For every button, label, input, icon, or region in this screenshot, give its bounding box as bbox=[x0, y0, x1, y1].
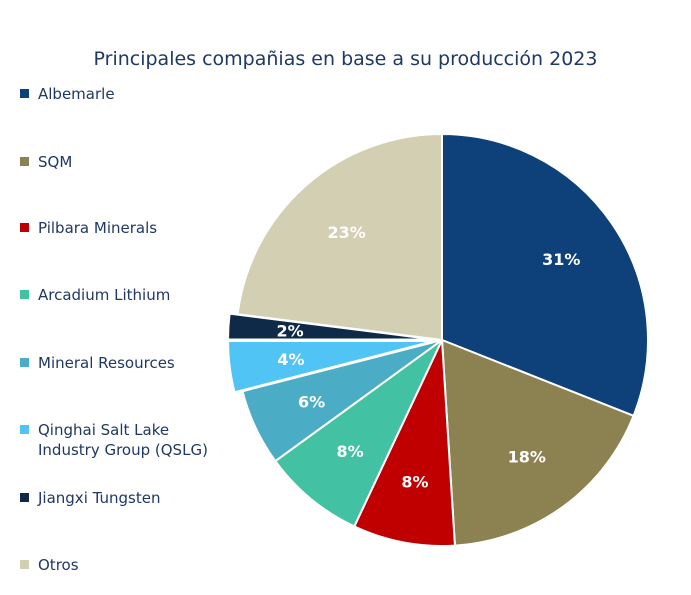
legend-label: Otros bbox=[38, 556, 79, 574]
legend-label: Qinghai Salt Lake Industry Group (QSLG) bbox=[38, 421, 208, 459]
legend-swatch bbox=[20, 223, 29, 232]
legend-item: Pilbara Minerals bbox=[20, 218, 157, 238]
legend-label: Albemarle bbox=[38, 85, 115, 103]
legend-swatch bbox=[20, 358, 29, 367]
slice-value-label: 23% bbox=[327, 223, 365, 242]
slice-value-label: 31% bbox=[542, 250, 580, 269]
pie-slice-pilbara-minerals bbox=[352, 339, 456, 547]
pie-slice-qinghai-salt-lake bbox=[227, 340, 435, 394]
legend-swatch bbox=[20, 157, 29, 166]
chart-title: Principales compañias en base a su produ… bbox=[93, 48, 598, 70]
legend-label: SQM bbox=[38, 153, 73, 171]
legend-swatch bbox=[20, 560, 29, 569]
legend-item: Qinghai Salt Lake Industry Group (QSLG) bbox=[20, 420, 208, 460]
legend-item: SQM bbox=[20, 152, 72, 172]
legend-swatch bbox=[20, 425, 29, 434]
legend-label: Arcadium Lithium bbox=[38, 286, 171, 304]
slice-value-label: 18% bbox=[508, 448, 546, 467]
pie-slice-otros bbox=[236, 132, 443, 342]
slice-value-label: 8% bbox=[401, 473, 428, 492]
legend-label: Jiangxi Tungsten bbox=[38, 489, 161, 507]
pie-slice-sqm bbox=[440, 338, 635, 547]
chart-legend: Albemarle SQM Pilbara Minerals Arcadium Lit… bbox=[20, 0, 230, 595]
legend-swatch bbox=[20, 89, 29, 98]
legend-swatch bbox=[20, 493, 29, 502]
pie-slice-arcadium-lithium bbox=[273, 339, 443, 528]
slice-value-label: 4% bbox=[277, 350, 304, 369]
legend-label: Mineral Resources bbox=[38, 354, 175, 372]
slice-value-label: 2% bbox=[277, 321, 304, 340]
slice-value-label: 8% bbox=[336, 442, 363, 461]
legend-item: Otros bbox=[20, 555, 79, 575]
pie-slice-mineral-resources bbox=[241, 339, 443, 463]
pie-slice-albemarle bbox=[441, 132, 649, 418]
legend-item: Mineral Resources bbox=[20, 353, 175, 373]
legend-swatch bbox=[20, 290, 29, 299]
legend-label: Pilbara Minerals bbox=[38, 219, 158, 237]
legend-item: Jiangxi Tungsten bbox=[20, 488, 160, 508]
legend-item: Arcadium Lithium bbox=[20, 285, 170, 305]
slice-value-label: 6% bbox=[298, 392, 325, 411]
legend-item: Albemarle bbox=[20, 84, 115, 104]
